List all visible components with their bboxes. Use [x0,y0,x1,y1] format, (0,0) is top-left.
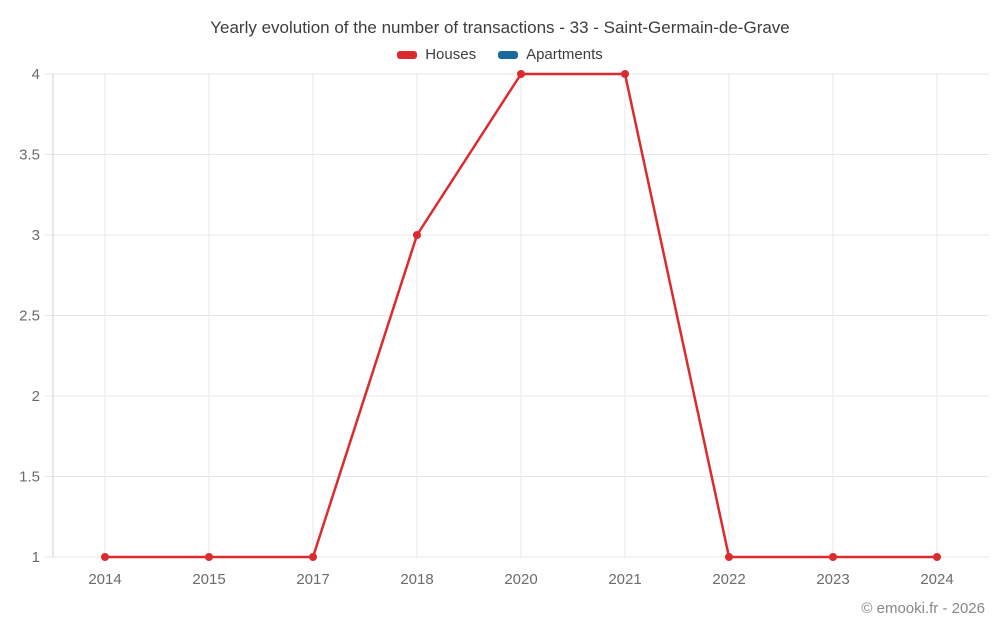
houses-series-swatch [397,50,418,59]
data-point-2020[interactable] [517,70,525,78]
y-axis-tick-label: 2.5 [19,308,40,325]
x-axis-tick-label: 2017 [296,571,329,588]
legend-label-houses: Houses [425,46,477,63]
x-axis-tick-label: 2021 [608,571,641,588]
y-axis-tick-label: 1.5 [19,469,40,486]
data-point-2022[interactable] [725,553,733,561]
legend-item-apartments[interactable]: Apartments [498,46,603,63]
x-axis-tick-label: 2014 [88,571,121,588]
y-axis-tick-label: 1 [32,549,40,566]
legend: Houses Apartments [0,46,1000,63]
legend-item-houses[interactable]: Houses [397,46,476,63]
y-axis-tick-label: 3.5 [19,147,40,164]
y-axis-tick-label: 4 [32,66,40,83]
data-point-2021[interactable] [621,70,629,78]
data-point-2015[interactable] [205,553,213,561]
data-point-2024[interactable] [933,553,941,561]
y-axis-tick-label: 2 [32,388,40,405]
attribution-text: © emooki.fr - 2026 [861,600,985,617]
chart-title: Yearly evolution of the number of transa… [210,18,790,37]
x-axis-tick-label: 2024 [920,571,953,588]
x-axis-tick-label: 2018 [400,571,433,588]
x-axis-tick-label: 2022 [712,571,745,588]
y-axis-tick-label: 3 [32,227,40,244]
legend-label-apartments: Apartments [526,46,603,63]
data-point-2018[interactable] [413,231,421,239]
x-axis-tick-label: 2015 [192,571,225,588]
x-axis-tick-label: 2020 [504,571,537,588]
apartments-series-swatch [498,50,519,59]
x-axis-tick-label: 2023 [816,571,849,588]
data-point-2014[interactable] [101,553,109,561]
data-point-2023[interactable] [829,553,837,561]
data-point-2017[interactable] [309,553,317,561]
